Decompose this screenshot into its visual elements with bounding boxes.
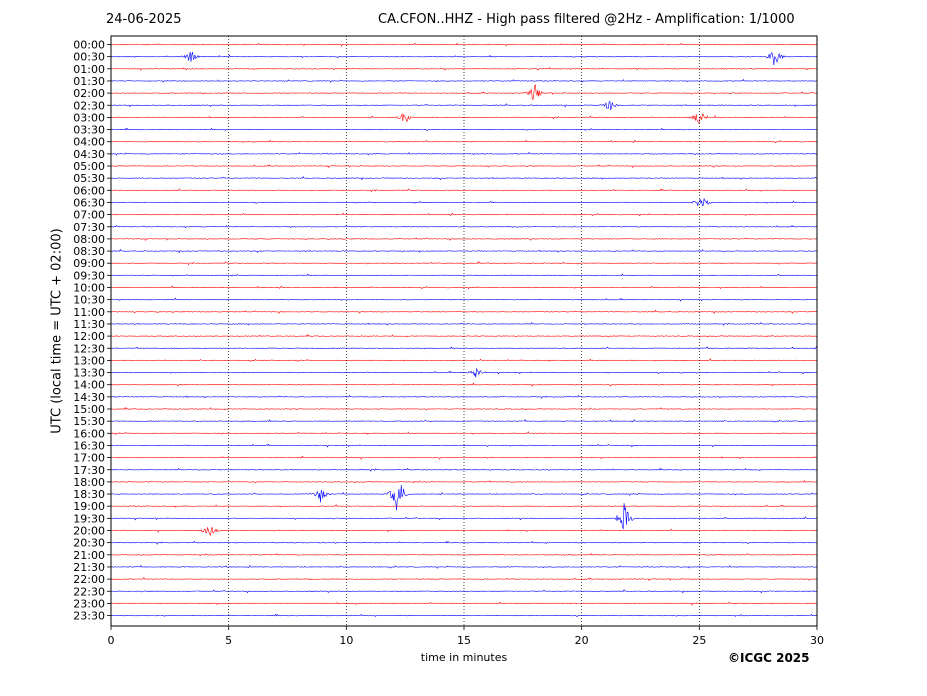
y-tick-label: 13:00 <box>73 354 105 367</box>
copyright-label: ©ICGC 2025 <box>728 651 810 665</box>
x-tick-label: 5 <box>225 634 232 647</box>
trace-2030 <box>110 540 818 545</box>
y-tick-label: 07:00 <box>73 209 105 222</box>
trace-0800 <box>110 237 818 242</box>
x-tick-label: 15 <box>457 634 471 647</box>
trace-0900 <box>110 261 818 266</box>
y-tick-label: 20:00 <box>73 525 105 538</box>
trace-1600 <box>110 431 818 436</box>
trace-1500 <box>110 407 818 411</box>
y-tick-label: 13:30 <box>73 367 105 380</box>
grid-group <box>228 36 700 626</box>
x-tick-label: 0 <box>108 634 115 647</box>
trace-1630 <box>110 443 818 448</box>
y-tick-label: 14:30 <box>73 391 105 404</box>
x-axis-label: time in minutes <box>420 651 508 664</box>
y-tick-label: 16:30 <box>73 439 105 452</box>
y-tick-label: 07:30 <box>73 221 105 234</box>
y-tick-label: 17:00 <box>73 452 105 465</box>
trace-0930 <box>110 273 818 277</box>
trace-1730 <box>110 467 818 472</box>
y-tick-label: 10:00 <box>73 282 105 295</box>
trace-0600 <box>110 188 818 193</box>
trace-1100 <box>110 309 818 315</box>
chart-title: CA.CFON..HHZ - High pass filtered @2Hz -… <box>378 12 795 27</box>
trace-1030 <box>110 297 818 302</box>
trace-1330 <box>110 367 818 378</box>
y-tick-label: 05:30 <box>73 172 105 185</box>
y-tick-label: 15:00 <box>73 403 105 416</box>
trace-0700 <box>110 212 818 217</box>
y-tick-label: 15:30 <box>73 415 105 428</box>
y-tick-label: 19:00 <box>73 500 105 513</box>
trace-1700 <box>110 455 818 460</box>
axes-group: 00:0000:3001:0001:3002:0002:3003:0003:30… <box>73 35 824 647</box>
y-tick-label: 10:30 <box>73 294 105 307</box>
y-tick-label: 06:30 <box>73 196 105 209</box>
trace-0830 <box>110 248 818 254</box>
y-tick-label: 02:00 <box>73 87 105 100</box>
y-tick-label: 00:30 <box>73 51 105 64</box>
y-tick-label: 03:30 <box>73 124 105 137</box>
y-tick-label: 02:30 <box>73 99 105 112</box>
trace-0000 <box>110 42 818 47</box>
y-tick-label: 22:00 <box>73 573 105 586</box>
date-label: 24-06-2025 <box>106 12 182 27</box>
y-tick-label: 18:00 <box>73 476 105 489</box>
x-tick-label: 30 <box>810 634 824 647</box>
y-tick-label: 12:00 <box>73 330 105 343</box>
x-tick-label: 10 <box>339 634 353 647</box>
trace-0030 <box>110 51 818 66</box>
trace-2000 <box>110 526 818 536</box>
y-tick-label: 19:30 <box>73 512 105 525</box>
y-tick-label: 11:30 <box>73 318 105 331</box>
y-tick-label: 18:30 <box>73 488 105 501</box>
y-tick-label: 01:30 <box>73 75 105 88</box>
y-tick-label: 03:00 <box>73 111 105 124</box>
y-tick-label: 20:30 <box>73 537 105 550</box>
plot-frame <box>110 35 818 627</box>
y-tick-label: 00:00 <box>73 39 105 52</box>
trace-0300 <box>110 113 818 125</box>
trace-1830 <box>110 484 818 511</box>
trace-1000 <box>111 285 818 290</box>
trace-0730 <box>110 224 818 229</box>
x-tick-label: 25 <box>692 634 706 647</box>
y-tick-label: 21:30 <box>73 561 105 574</box>
trace-1930 <box>110 503 818 530</box>
y-tick-label: 01:00 <box>73 63 105 76</box>
trace-1800 <box>110 480 818 484</box>
y-tick-label: 23:30 <box>73 610 105 623</box>
y-tick-label: 21:00 <box>73 549 105 562</box>
y-tick-label: 04:00 <box>73 136 105 149</box>
y-tick-label: 04:30 <box>73 148 105 161</box>
trace-1900 <box>110 504 818 508</box>
x-tick-label: 20 <box>575 634 589 647</box>
y-tick-label: 17:30 <box>73 464 105 477</box>
y-tick-label: 16:00 <box>73 427 105 440</box>
y-tick-label: 14:00 <box>73 379 105 392</box>
trace-2100 <box>110 552 818 557</box>
y-tick-label: 06:00 <box>73 184 105 197</box>
y-tick-label: 23:00 <box>73 597 105 610</box>
y-tick-label: 09:30 <box>73 269 105 282</box>
y-tick-label: 11:00 <box>73 306 105 319</box>
y-tick-label: 08:00 <box>73 233 105 246</box>
y-tick-label: 09:00 <box>73 257 105 270</box>
y-tick-label: 12:30 <box>73 342 105 355</box>
y-tick-label: 08:30 <box>73 245 105 258</box>
y-tick-label: 05:00 <box>73 160 105 173</box>
y-tick-label: 22:30 <box>73 585 105 598</box>
